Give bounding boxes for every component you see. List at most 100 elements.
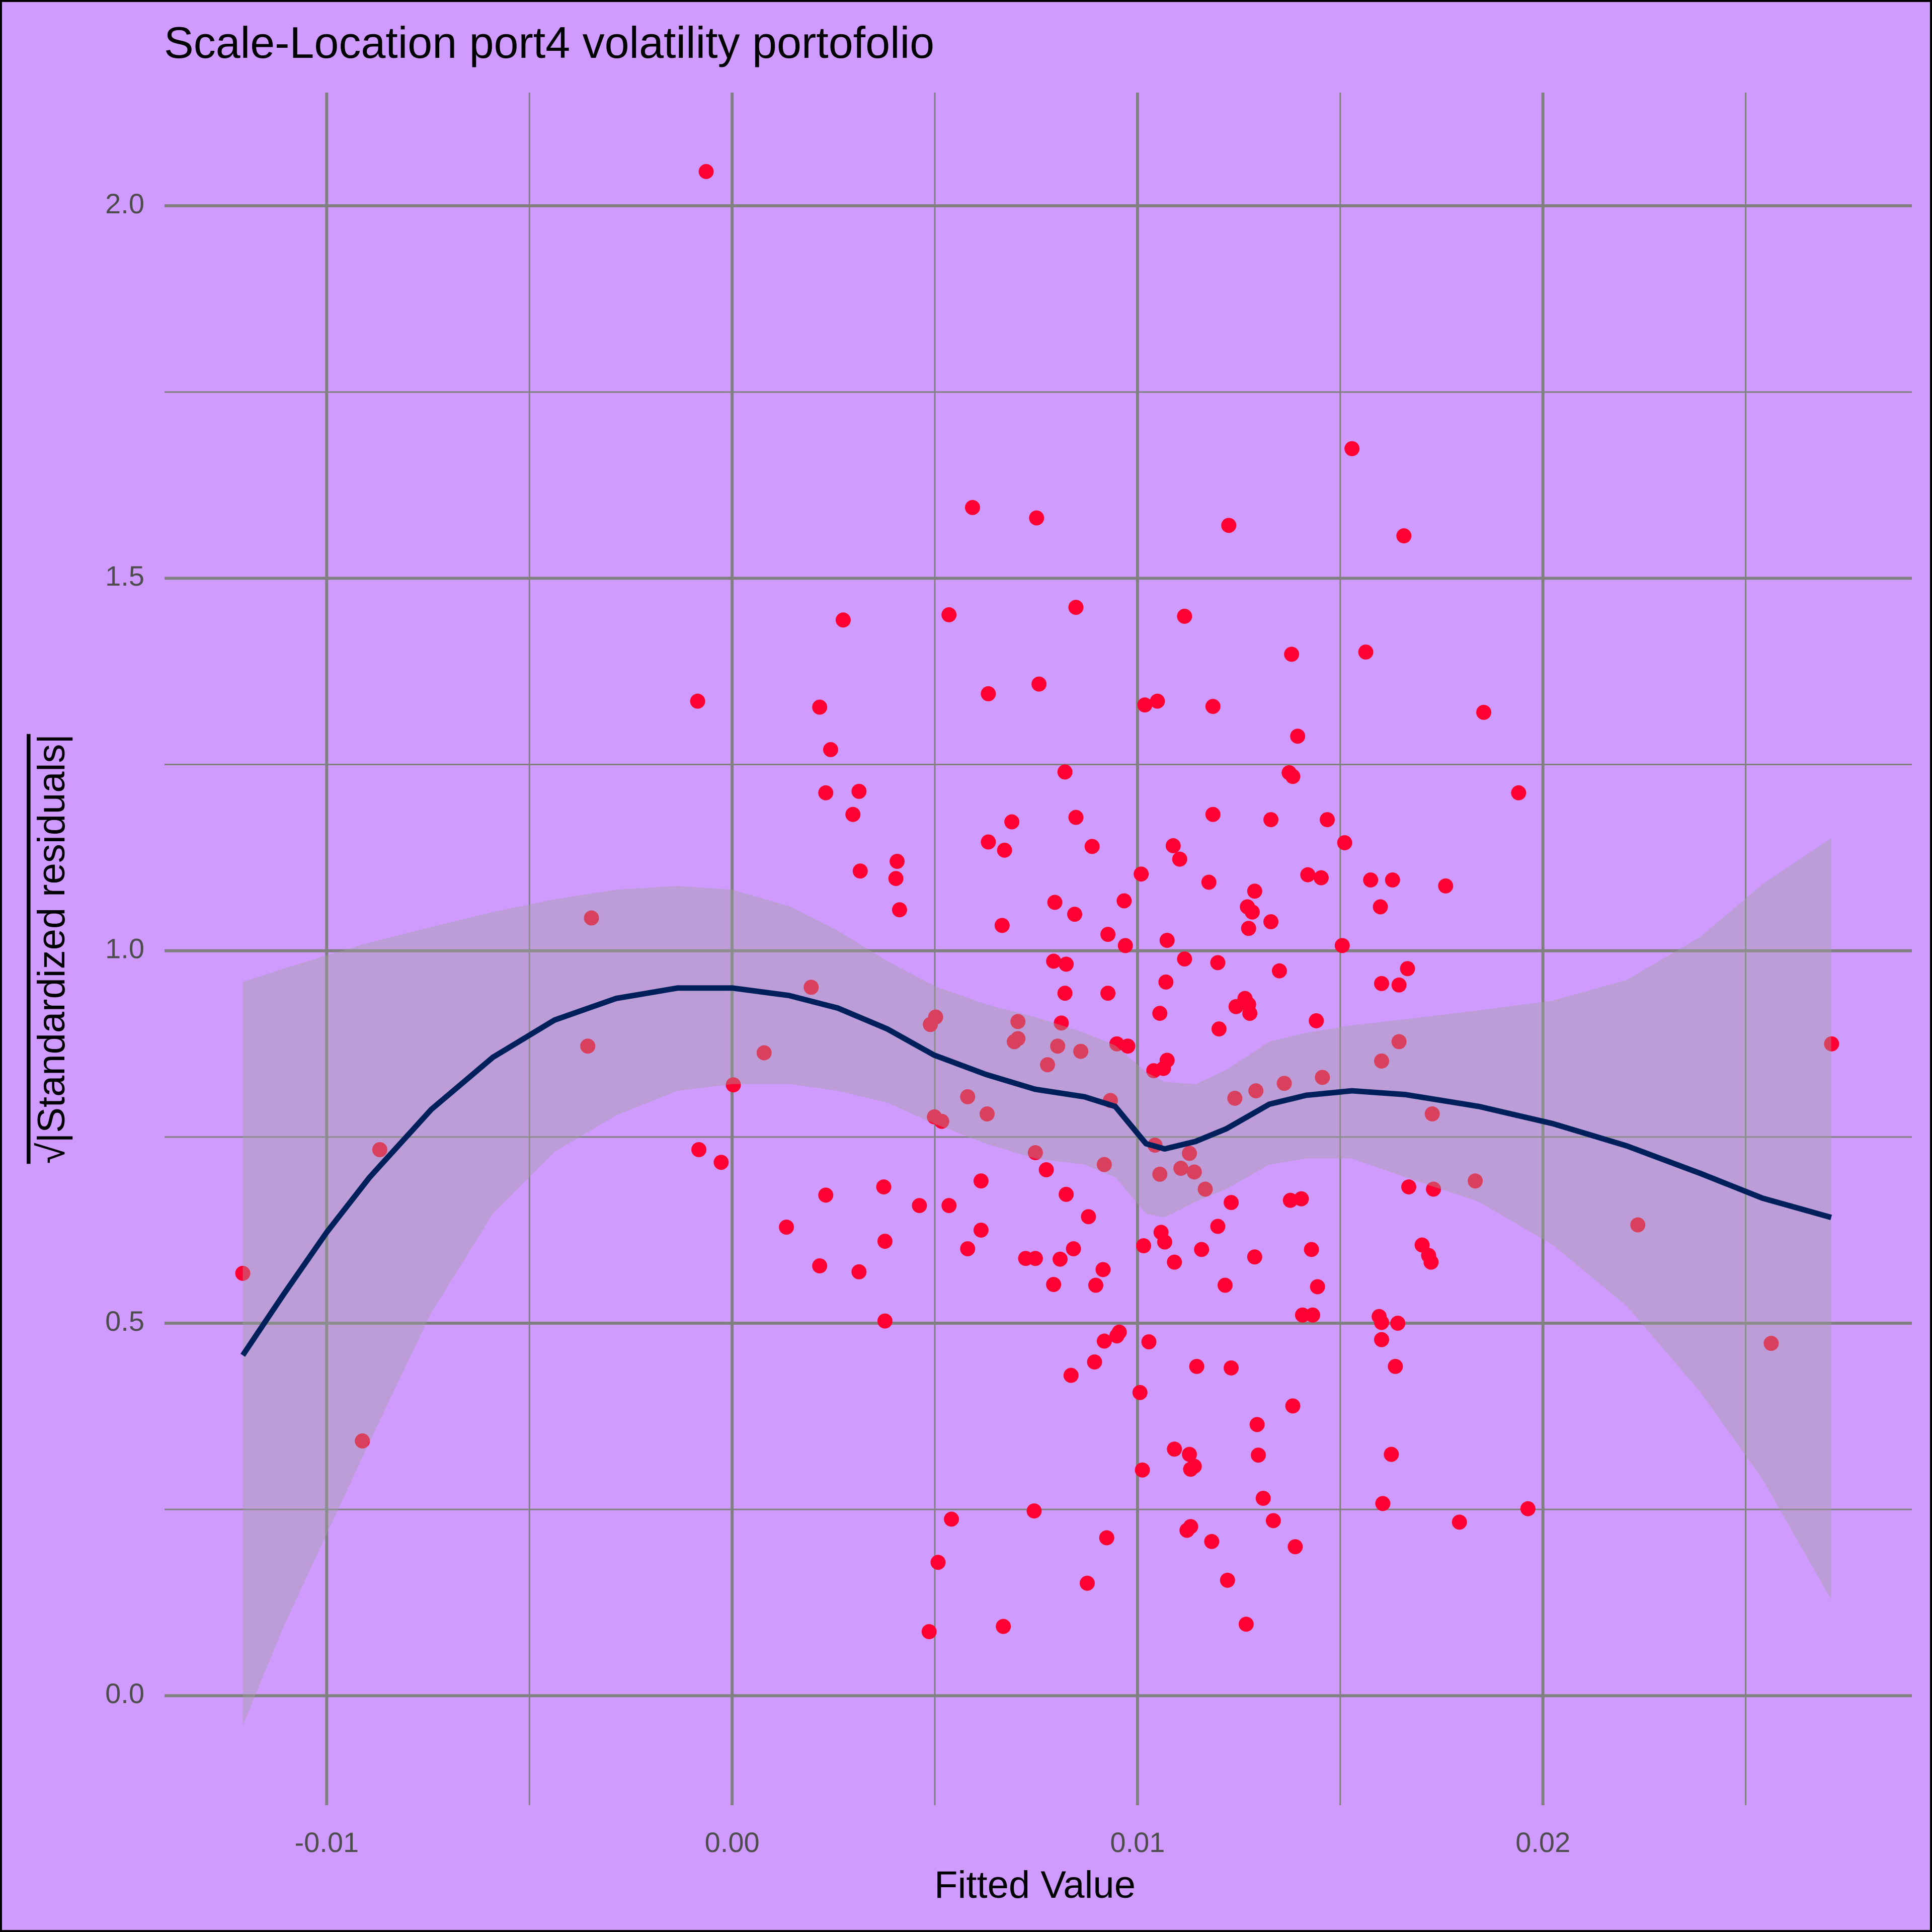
point — [1265, 1513, 1281, 1528]
point — [1057, 986, 1073, 1001]
point — [994, 918, 1010, 933]
point — [355, 1433, 370, 1448]
point — [1313, 870, 1329, 886]
point — [997, 842, 1012, 858]
point — [1205, 807, 1221, 822]
point — [1189, 1358, 1204, 1374]
smooth-line — [240, 985, 1832, 1357]
point — [803, 980, 819, 995]
point — [835, 612, 851, 628]
point — [1309, 1013, 1324, 1028]
point — [1081, 1209, 1096, 1225]
y-tick-label: 2.0 — [105, 188, 144, 219]
point — [812, 1258, 828, 1274]
point — [1344, 441, 1360, 456]
point — [1276, 1076, 1292, 1091]
point — [1067, 907, 1083, 922]
point — [1053, 1251, 1068, 1267]
point — [1087, 1354, 1102, 1370]
point — [1167, 1254, 1182, 1270]
y-axis-title: √|Standardized residuals| — [30, 734, 73, 1164]
point — [1137, 697, 1153, 713]
point — [1066, 1241, 1081, 1256]
point — [1401, 1179, 1417, 1195]
point — [1763, 1336, 1779, 1351]
point — [981, 686, 996, 701]
point — [713, 1155, 729, 1170]
point — [1384, 1446, 1399, 1462]
point — [1630, 1217, 1646, 1233]
point — [1255, 1490, 1271, 1506]
point — [1152, 1006, 1168, 1021]
point — [1305, 1307, 1321, 1323]
point — [1197, 1181, 1213, 1197]
x-tick-label: 0.00 — [705, 1826, 760, 1858]
point — [1400, 961, 1415, 977]
point — [912, 1198, 927, 1214]
point — [1057, 764, 1073, 780]
point — [1300, 867, 1316, 882]
point — [1221, 518, 1237, 533]
point — [1424, 1106, 1440, 1121]
point — [1047, 895, 1063, 910]
point — [1396, 528, 1412, 543]
point — [1177, 951, 1192, 967]
point — [1096, 1333, 1112, 1349]
point — [1294, 1191, 1309, 1206]
point — [1004, 814, 1020, 830]
point — [1211, 1021, 1227, 1037]
point — [1006, 1034, 1022, 1050]
point — [1217, 1277, 1233, 1293]
point — [1511, 785, 1526, 800]
point — [726, 1077, 741, 1093]
point — [1179, 1522, 1195, 1538]
x-tick-label: -0.01 — [294, 1826, 359, 1858]
point — [1046, 1277, 1062, 1293]
point — [851, 783, 867, 799]
point — [1173, 1161, 1189, 1176]
point — [1310, 1279, 1325, 1295]
point — [934, 1113, 949, 1129]
point — [1100, 927, 1116, 942]
point — [1423, 1254, 1439, 1270]
point — [1385, 872, 1400, 888]
point — [1358, 644, 1374, 660]
point — [944, 1511, 959, 1527]
point — [1177, 608, 1192, 624]
point — [1063, 1367, 1079, 1383]
point — [372, 1142, 387, 1158]
point — [1026, 1503, 1042, 1519]
point — [580, 1038, 596, 1054]
point — [1165, 838, 1181, 853]
point — [1201, 874, 1217, 890]
point — [1285, 1398, 1301, 1414]
point — [1027, 1251, 1043, 1266]
point — [979, 1106, 995, 1121]
point — [1038, 1162, 1054, 1178]
point — [1228, 999, 1244, 1014]
point — [756, 1045, 772, 1061]
point — [1059, 1186, 1074, 1202]
chart-title: Scale-Location port4 volatility portofol… — [164, 18, 934, 67]
point — [1046, 953, 1062, 969]
point — [981, 834, 996, 850]
confidence-band — [243, 838, 1831, 1726]
point — [1374, 1332, 1390, 1347]
point — [1116, 893, 1132, 909]
point — [1084, 839, 1100, 854]
point — [960, 1089, 976, 1104]
point — [1117, 938, 1133, 953]
point — [1152, 1166, 1168, 1182]
point — [1136, 1238, 1152, 1254]
point — [888, 871, 904, 887]
point — [1290, 729, 1306, 744]
point — [1285, 769, 1301, 784]
point — [818, 1187, 834, 1203]
point — [1210, 1219, 1226, 1234]
point — [1271, 963, 1287, 979]
point — [1238, 1617, 1254, 1632]
point — [1157, 1234, 1172, 1250]
point — [1167, 1441, 1182, 1457]
point — [1088, 1277, 1103, 1293]
